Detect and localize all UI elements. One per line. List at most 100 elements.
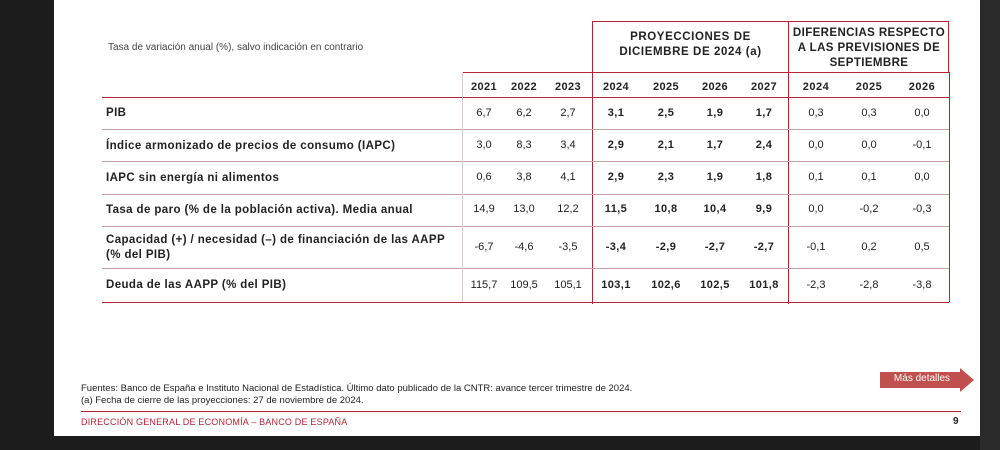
row-divider xyxy=(102,194,949,195)
footnotes: Fuentes: Banco de España e Instituto Nac… xyxy=(81,383,632,407)
hist-value: 105,1 xyxy=(554,279,582,291)
proj-value: 2,9 xyxy=(607,171,625,183)
proj-value: -2,7 xyxy=(704,241,726,253)
diff-value: -2,3 xyxy=(806,279,826,291)
row-divider xyxy=(102,161,949,162)
viewer-edge xyxy=(980,0,1000,450)
hist-value: 3,4 xyxy=(560,139,576,151)
proj-value: 10,4 xyxy=(703,203,727,215)
hist-value: 8,3 xyxy=(516,139,532,151)
proj-value: 1,8 xyxy=(755,171,773,183)
sources-note: Fuentes: Banco de España e Instituto Nac… xyxy=(81,383,633,394)
diff-value: 0,0 xyxy=(861,139,877,151)
proj-value: -2,7 xyxy=(753,241,775,253)
proj-value: 102,5 xyxy=(700,279,730,291)
row-label-debt: Deuda de las AAPP (% del PIB) xyxy=(106,279,287,291)
hist-value: 115,7 xyxy=(470,279,498,291)
hist-value: 12,2 xyxy=(557,203,579,215)
hist-value: 6,7 xyxy=(476,107,492,119)
proj-value: 1,7 xyxy=(706,139,724,151)
hist-value: 109,5 xyxy=(510,279,538,291)
proj-year-2026: 2026 xyxy=(701,81,729,93)
more-details-label: Más detalles xyxy=(893,373,951,384)
row-divider xyxy=(102,268,949,269)
hist-value: 3,8 xyxy=(516,171,532,183)
proj-value: 11,5 xyxy=(604,203,628,215)
diff-year-2024: 2024 xyxy=(802,81,830,93)
proj-value: 9,9 xyxy=(755,203,773,215)
row-divider xyxy=(102,226,949,227)
row-divider xyxy=(102,129,949,130)
arrow-shape-icon xyxy=(880,368,974,392)
row-label-financing: Capacidad (+) / necesidad (–) de financi… xyxy=(106,234,446,261)
proj-value: 2,4 xyxy=(755,139,773,151)
proj-value: 101,8 xyxy=(749,279,779,291)
diff-value: 0,0 xyxy=(808,203,824,215)
proj-value: 103,1 xyxy=(601,279,631,291)
table-bottom-rule xyxy=(102,302,949,303)
page-number: 9 xyxy=(953,416,959,427)
row-label-pib: PIB xyxy=(106,107,127,119)
hist-value: 4,1 xyxy=(560,171,576,183)
diff-value: 0,5 xyxy=(914,241,930,253)
diff-value: 0,0 xyxy=(914,171,930,183)
proj-year-2024: 2024 xyxy=(602,81,630,93)
proj-value: 102,6 xyxy=(651,279,681,291)
table-subtitle: Tasa de variación anual (%), salvo indic… xyxy=(108,42,364,53)
diff-year-2025: 2025 xyxy=(855,81,883,93)
diff-value: -0,1 xyxy=(912,139,932,151)
slide: Tasa de variación anual (%), salvo indic… xyxy=(54,0,980,436)
projections-header: PROYECCIONES DE DICIEMBRE DE 2024 (a) xyxy=(619,31,762,58)
proj-value: 2,1 xyxy=(657,139,675,151)
year-2023: 2023 xyxy=(554,81,582,93)
diff-value: 0,1 xyxy=(861,171,877,183)
hist-value: 2,7 xyxy=(560,107,576,119)
hist-value: 14,9 xyxy=(473,203,495,215)
column-divider xyxy=(462,72,463,302)
hist-value: 13,0 xyxy=(513,203,535,215)
proj-year-2027: 2027 xyxy=(750,81,778,93)
hist-value: -3,5 xyxy=(558,241,578,253)
proj-value: 2,5 xyxy=(657,107,675,119)
proj-year-2025: 2025 xyxy=(652,81,680,93)
proj-value: 1,7 xyxy=(755,107,773,119)
hist-value: 6,2 xyxy=(516,107,532,119)
projections-box xyxy=(592,21,789,304)
diff-value: -0,1 xyxy=(806,241,826,253)
proj-value: 1,9 xyxy=(706,107,724,119)
proj-value: 3,1 xyxy=(607,107,625,119)
table-right-edge xyxy=(949,72,950,302)
proj-value: -3,4 xyxy=(605,241,627,253)
hist-value: -6,7 xyxy=(474,241,494,253)
diff-value: -2,8 xyxy=(859,279,879,291)
header-bottom-rule xyxy=(102,97,949,98)
hist-value: 0,6 xyxy=(476,171,492,183)
diff-value: 0,0 xyxy=(914,107,930,119)
diff-value: 0,3 xyxy=(861,107,877,119)
proj-value: 2,9 xyxy=(607,139,625,151)
diff-value: 0,3 xyxy=(808,107,824,119)
proj-value: 1,9 xyxy=(706,171,724,183)
diff-value: -0,3 xyxy=(912,203,932,215)
footer-text: DIRECCIÓN GENERAL DE ECONOMÍA – BANCO DE… xyxy=(81,417,348,427)
more-details-button[interactable]: Más detalles xyxy=(880,368,974,392)
diff-year-2026: 2026 xyxy=(908,81,936,93)
row-label-iapc-core: IAPC sin energía ni alimentos xyxy=(106,172,280,184)
proj-value: 10,8 xyxy=(654,203,678,215)
diff-value: 0,2 xyxy=(861,241,877,253)
year-2021: 2021 xyxy=(470,81,498,93)
row-label-iapc: Índice armonizado de precios de consumo … xyxy=(106,140,396,152)
diff-value: -0,2 xyxy=(859,203,879,215)
year-2022: 2022 xyxy=(510,81,538,93)
diff-value: 0,0 xyxy=(808,139,824,151)
header-top-rule xyxy=(462,72,949,73)
row-label-unemployment: Tasa de paro (% de la población activa).… xyxy=(106,204,413,216)
diff-value: -3,8 xyxy=(912,279,932,291)
diff-value: 0,1 xyxy=(808,171,824,183)
hist-value: 3,0 xyxy=(476,139,492,151)
cutoff-note: (a) Fecha de cierre de las proyecciones:… xyxy=(81,395,364,406)
hist-value: -4,6 xyxy=(514,241,534,253)
differences-header: DIFERENCIAS RESPECTO A LAS PREVISIONES D… xyxy=(792,27,946,69)
differences-box xyxy=(789,21,949,72)
proj-value: -2,9 xyxy=(655,241,677,253)
